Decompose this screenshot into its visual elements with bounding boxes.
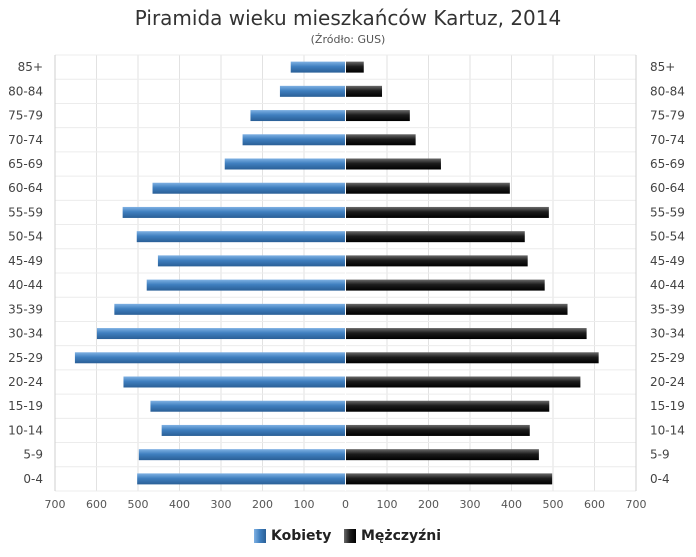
bar-men-35-39 <box>345 303 568 315</box>
chart-subtitle: (Źródło: GUS) <box>310 33 386 46</box>
bar-women-10-14 <box>161 424 346 436</box>
x-tick-label: 500 <box>128 498 149 511</box>
bar-men-10-14 <box>345 424 530 436</box>
bar-women-20-24 <box>123 376 346 388</box>
x-tick-label: 500 <box>543 498 564 511</box>
bar-men-5-9 <box>345 449 539 461</box>
category-label-right: 25-29 <box>650 351 685 365</box>
category-label-right: 80-84 <box>650 84 685 98</box>
category-label-right: 75-79 <box>650 109 685 123</box>
legend-label-men: Mężczyźni <box>361 528 442 544</box>
category-label-right: 70-74 <box>650 133 685 147</box>
bar-women-65-69 <box>224 158 346 170</box>
x-tick-label: 300 <box>211 498 232 511</box>
bar-women-70-74 <box>242 134 346 146</box>
category-label-left: 80-84 <box>8 84 43 98</box>
legend-item-men[interactable]: Mężczyźni <box>344 527 441 545</box>
bar-men-85+ <box>345 61 364 73</box>
category-label-right: 45-49 <box>650 254 685 268</box>
bar-men-30-34 <box>345 328 587 340</box>
bar-women-15-19 <box>150 400 346 412</box>
x-tick-label: 100 <box>294 498 315 511</box>
x-tick-label: 100 <box>377 498 398 511</box>
category-label-right: 30-34 <box>650 327 685 341</box>
bar-women-50-54 <box>136 231 346 243</box>
bar-women-30-34 <box>96 328 346 340</box>
chart-title: Piramida wieku mieszkańców Kartuz, 2014 <box>134 6 562 30</box>
bar-men-15-19 <box>345 400 550 412</box>
bar-men-60-64 <box>345 182 510 194</box>
bar-men-65-69 <box>345 158 441 170</box>
bar-men-70-74 <box>345 134 416 146</box>
bar-women-85+ <box>290 61 346 73</box>
category-label-left: 50-54 <box>8 230 43 244</box>
bar-men-40-44 <box>345 279 545 291</box>
category-label-left: 45-49 <box>8 254 43 268</box>
bar-men-75-79 <box>345 110 410 122</box>
bar-women-40-44 <box>146 279 346 291</box>
bar-women-75-79 <box>250 110 346 122</box>
category-label-right: 10-14 <box>650 423 685 437</box>
category-label-right: 40-44 <box>650 278 685 292</box>
x-tick-label: 700 <box>45 498 66 511</box>
bar-women-80-84 <box>279 85 346 97</box>
category-label-right: 20-24 <box>650 375 685 389</box>
x-tick-label: 400 <box>169 498 190 511</box>
category-label-left: 10-14 <box>8 423 43 437</box>
bar-men-50-54 <box>345 231 525 243</box>
category-label-left: 0-4 <box>23 472 43 486</box>
category-label-left: 55-59 <box>8 205 43 219</box>
bar-men-80-84 <box>345 85 383 97</box>
category-label-left: 40-44 <box>8 278 43 292</box>
bar-women-0-4 <box>137 473 346 485</box>
x-tick-label: 200 <box>418 498 439 511</box>
category-label-left: 85+ <box>18 60 43 74</box>
category-label-right: 5-9 <box>650 448 670 462</box>
legend: Kobiety Mężczyźni <box>0 527 696 545</box>
bar-men-20-24 <box>345 376 581 388</box>
x-tick-label: 600 <box>584 498 605 511</box>
bar-women-60-64 <box>152 182 346 194</box>
x-tick-label: 400 <box>501 498 522 511</box>
bar-men-45-49 <box>345 255 528 267</box>
category-label-right: 0-4 <box>650 472 670 486</box>
category-label-left: 65-69 <box>8 157 43 171</box>
category-label-right: 65-69 <box>650 157 685 171</box>
legend-item-women[interactable]: Kobiety <box>254 527 331 545</box>
category-label-left: 25-29 <box>8 351 43 365</box>
category-label-left: 30-34 <box>8 327 43 341</box>
bar-women-55-59 <box>122 206 346 218</box>
x-tick-label: 200 <box>252 498 273 511</box>
category-label-left: 70-74 <box>8 133 43 147</box>
category-label-left: 75-79 <box>8 109 43 123</box>
category-label-right: 35-39 <box>650 302 685 316</box>
category-label-right: 85+ <box>650 60 675 74</box>
bar-women-35-39 <box>114 303 346 315</box>
x-tick-label: 700 <box>626 498 647 511</box>
category-label-left: 35-39 <box>8 302 43 316</box>
category-label-right: 50-54 <box>650 230 685 244</box>
category-label-left: 60-64 <box>8 181 43 195</box>
category-label-left: 5-9 <box>23 448 43 462</box>
category-label-left: 20-24 <box>8 375 43 389</box>
x-tick-label: 0 <box>342 498 349 511</box>
category-label-right: 55-59 <box>650 205 685 219</box>
x-tick-label: 300 <box>460 498 481 511</box>
x-tick-label: 600 <box>86 498 107 511</box>
bar-men-55-59 <box>345 206 549 218</box>
category-label-right: 15-19 <box>650 399 685 413</box>
bar-men-0-4 <box>345 473 553 485</box>
bar-women-25-29 <box>74 352 346 364</box>
category-label-left: 15-19 <box>8 399 43 413</box>
legend-swatch-men <box>344 529 356 543</box>
bar-men-25-29 <box>345 352 599 364</box>
category-label-right: 60-64 <box>650 181 685 195</box>
bar-women-5-9 <box>138 449 346 461</box>
legend-swatch-women <box>254 529 266 543</box>
legend-label-women: Kobiety <box>271 528 332 544</box>
bar-women-45-49 <box>157 255 346 267</box>
